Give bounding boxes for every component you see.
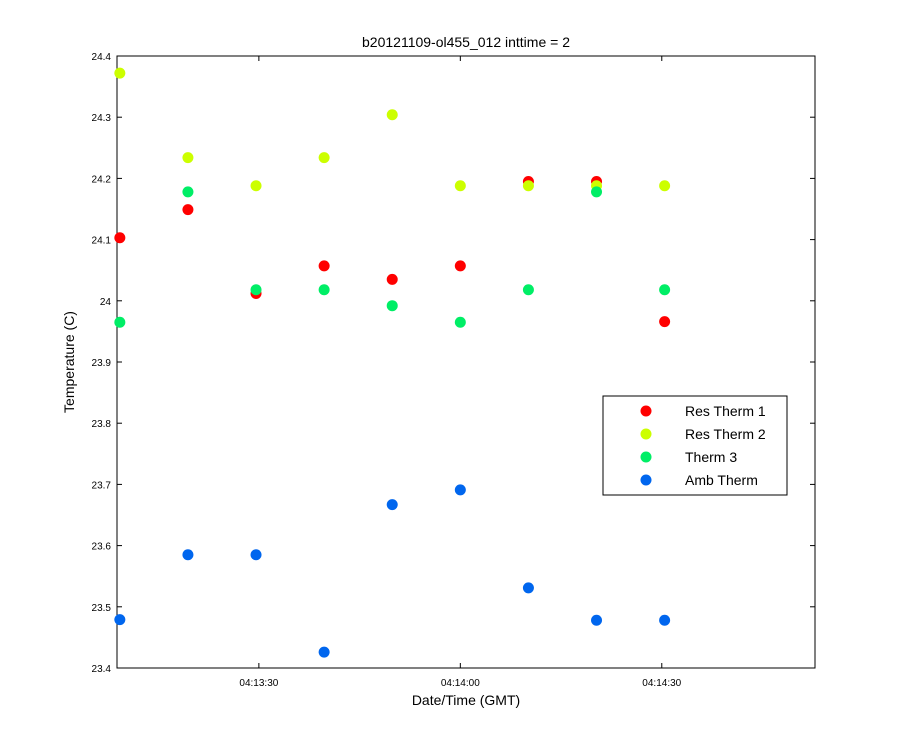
data-point: [386, 300, 398, 312]
data-point: [522, 180, 534, 192]
data-point: [454, 316, 466, 328]
legend-label: Res Therm 1: [685, 403, 766, 419]
data-point: [591, 186, 603, 198]
data-point: [114, 67, 126, 79]
data-point: [659, 316, 671, 328]
legend-marker: [640, 451, 652, 463]
data-point: [250, 284, 262, 296]
data-point: [454, 484, 466, 496]
data-point: [318, 260, 330, 272]
y-tick-label: 24.3: [92, 113, 112, 124]
y-tick-label: 24.2: [92, 174, 112, 185]
series-therm-3: [114, 186, 671, 328]
data-point: [182, 204, 194, 216]
data-point: [659, 180, 671, 192]
y-tick-label: 23.4: [92, 664, 112, 675]
series-amb-therm: [114, 484, 671, 658]
legend-marker: [640, 428, 652, 440]
legend-marker: [640, 474, 652, 486]
legend-marker: [640, 405, 652, 417]
y-tick-label: 23.7: [92, 480, 112, 491]
data-point: [318, 646, 330, 658]
data-point: [250, 180, 262, 192]
legend-label: Res Therm 2: [685, 426, 766, 442]
data-point: [454, 180, 466, 192]
data-point: [386, 109, 398, 121]
data-point: [591, 614, 603, 626]
data-point: [318, 284, 330, 296]
data-point: [454, 260, 466, 272]
data-point: [114, 316, 126, 328]
data-point: [659, 614, 671, 626]
y-tick-label: 24: [100, 297, 112, 308]
legend-label: Therm 3: [685, 449, 737, 465]
x-tick-label: 04:14:00: [441, 678, 480, 689]
data-point: [114, 614, 126, 626]
data-point: [386, 499, 398, 511]
axis-ticks: 23.4 23.5 23.6 23.7 23.8 23.9 24 24.1 24.2 24.3 24…: [92, 52, 815, 689]
data-point: [318, 152, 330, 164]
data-point: [182, 549, 194, 561]
data-point: [522, 582, 534, 594]
data-point: [250, 549, 262, 561]
data-point: [114, 232, 126, 244]
data-point: [522, 284, 534, 296]
data-point: [182, 186, 194, 198]
legend: Res Therm 1 Res Therm 2 Therm 3 Amb Therm: [602, 395, 788, 496]
data-point: [386, 273, 398, 285]
y-tick-label: 23.5: [92, 603, 112, 614]
legend-label: Amb Therm: [685, 472, 758, 488]
x-tick-label: 04:14:30: [642, 678, 681, 689]
data-point: [659, 284, 671, 296]
x-tick-label: 04:13:30: [239, 678, 278, 689]
y-tick-label: 23.8: [92, 419, 112, 430]
y-tick-label: 23.9: [92, 358, 112, 369]
legend-box: [602, 395, 788, 496]
y-axis-label: Temperature (C): [61, 311, 77, 413]
data-points: [114, 67, 671, 658]
plot-area: [116, 55, 816, 669]
y-tick-label: 24.1: [92, 236, 112, 247]
chart-title: b20121109-ol455_012 inttime = 2: [362, 34, 570, 50]
y-tick-label: 24.4: [92, 52, 112, 63]
y-tick-label: 23.6: [92, 542, 112, 553]
data-point: [182, 152, 194, 164]
x-axis-label: Date/Time (GMT): [412, 692, 520, 708]
